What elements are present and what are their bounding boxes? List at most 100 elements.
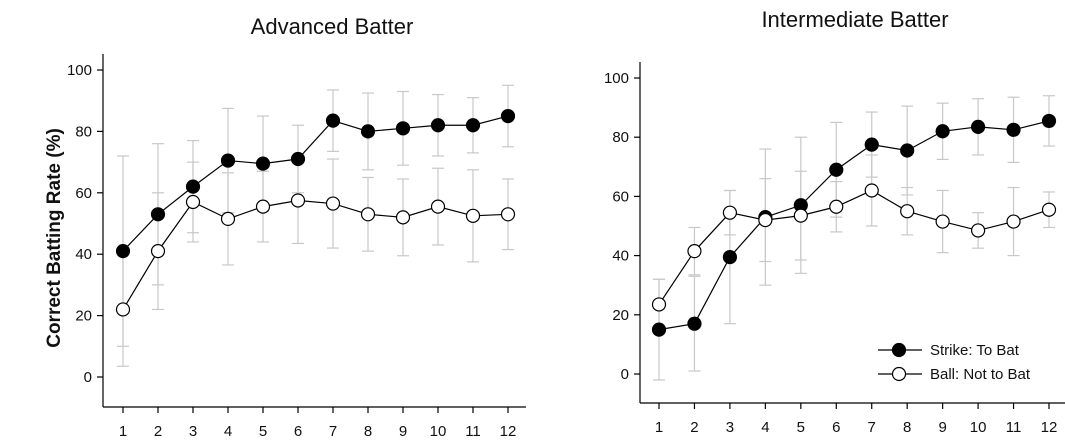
data-point-ball [430,199,446,214]
data-point-strike [395,121,411,136]
x-tick-label: 12 [500,423,517,440]
legend-label-strike: Strike: To Bat [930,342,1020,359]
data-point-strike [970,119,986,134]
x-tick-label: 8 [903,419,911,436]
data-point-strike [465,118,481,133]
data-point-strike [430,118,446,133]
x-tick-label: 12 [1041,419,1058,436]
x-tick-label: 7 [329,423,337,440]
y-tick-label: 20 [612,307,629,324]
data-point-ball [722,205,738,220]
x-tick-label: 1 [119,423,127,440]
y-tick-label: 20 [75,308,92,325]
x-tick-label: 3 [189,423,197,440]
data-points [651,113,1057,337]
series-line-strike [122,115,509,252]
data-point-strike [651,322,667,337]
y-tick-label: 60 [75,185,92,202]
data-point-ball [115,302,131,317]
data-point-strike [829,162,844,177]
x-tick-label: 2 [154,423,162,440]
data-point-strike [1041,113,1057,129]
data-point-strike [150,207,166,222]
x-tick-label: 6 [832,419,840,436]
x-tick-label: 11 [1006,419,1022,436]
data-point-ball [1006,214,1021,229]
legend-marker-strike [891,342,907,358]
data-point-ball [1041,202,1057,217]
data-point-strike [255,156,271,171]
data-point-ball [687,244,702,259]
data-point-ball [900,204,915,219]
x-tick-label: 5 [797,419,805,436]
y-tick-label: 100 [604,70,629,87]
x-tick-label: 10 [430,423,447,440]
legend-marker-ball [891,366,907,382]
data-point-ball [935,214,950,229]
x-tick-label: 1 [655,419,663,436]
data-point-strike [115,244,131,259]
data-point-ball [395,210,411,225]
data-point-ball [829,199,844,214]
x-tick-label: 6 [294,423,302,440]
series-lines [658,120,1050,331]
data-points [115,108,516,317]
series-line-ball [122,199,509,310]
data-point-ball [255,199,271,214]
data-point-ball [500,207,516,222]
data-point-strike [325,113,341,128]
data-point-strike [864,137,879,152]
x-tick-label: 2 [690,419,698,436]
y-tick-label: 0 [84,369,92,386]
data-point-strike [290,151,306,167]
y-tick-label: 60 [612,188,629,205]
data-point-strike [185,179,201,194]
x-tick-label: 9 [938,419,946,436]
data-point-ball [290,193,306,208]
data-point-strike [220,153,236,168]
error-bars [653,95,1055,381]
x-tick-label: 8 [364,423,372,440]
x-tick-label: 4 [224,423,232,440]
y-tick-label: 80 [612,129,629,146]
data-point-ball [864,183,879,198]
legend-label-ball: Ball: Not to Bat [930,366,1031,383]
data-point-ball [651,297,667,312]
y-tick-label: 80 [75,123,92,140]
y-tick-label: 0 [621,366,629,383]
chart-title-intermediate: Intermediate Batter [761,7,948,32]
data-point-ball [360,207,376,222]
data-point-ball [150,244,166,259]
data-point-ball [758,212,773,228]
x-tick-label: 11 [465,423,481,440]
data-point-ball [970,223,986,238]
data-point-strike [900,143,915,158]
x-tick-label: 3 [726,419,734,436]
chart-title-advanced: Advanced Batter [251,14,414,39]
x-tick-label: 7 [868,419,876,436]
data-point-ball [465,208,481,223]
y-tick-label: 100 [67,62,92,79]
y-tick-label: 40 [612,248,629,265]
data-point-strike [500,108,516,124]
data-point-strike [687,316,702,331]
data-point-strike [360,124,376,139]
data-point-ball [793,208,808,223]
x-tick-label: 9 [399,423,407,440]
data-point-strike [935,124,950,139]
data-point-ball [325,196,341,211]
x-tick-label: 4 [761,419,769,436]
x-tick-label: 5 [259,423,267,440]
data-point-ball [220,211,236,226]
y-axis-label: Correct Batting Rate (%) [44,128,65,348]
series-lines [122,115,509,310]
y-tick-label: 40 [75,246,92,263]
chart-advanced-batter: Advanced Batter Correct Batting Rate (%)… [44,14,526,440]
series-line-ball [658,189,1050,305]
series-line-strike [658,120,1050,331]
x-tick-label: 10 [970,419,987,436]
